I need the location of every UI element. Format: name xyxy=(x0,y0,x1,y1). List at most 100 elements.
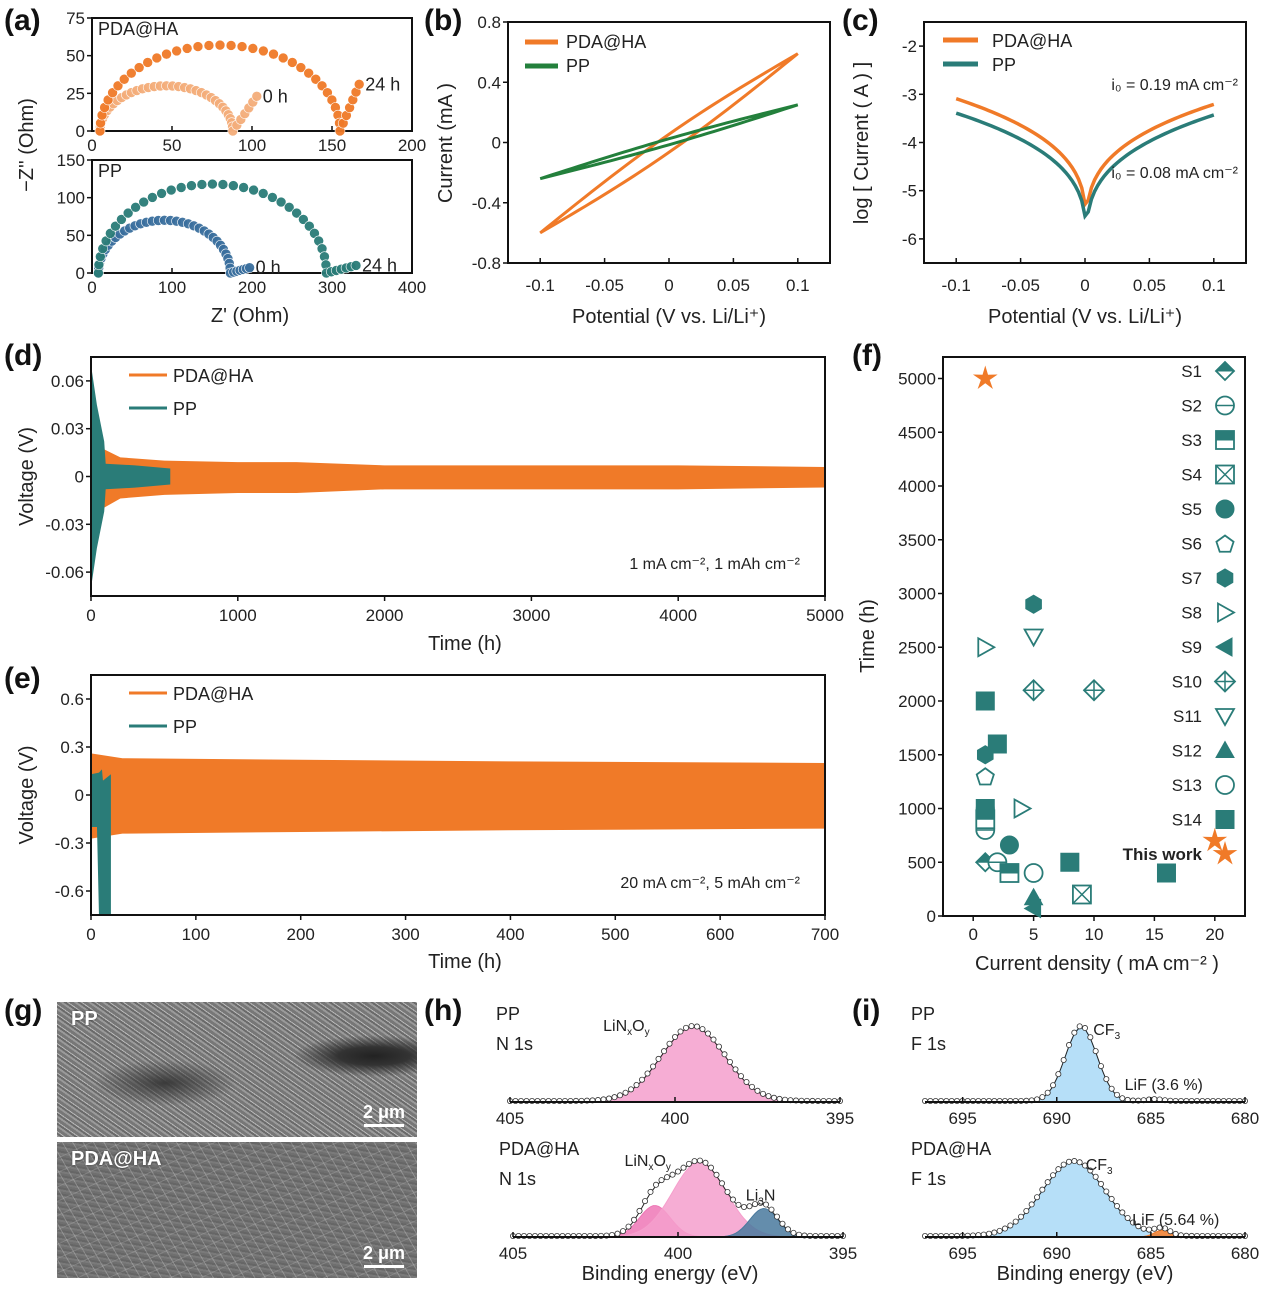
marker-circle-line xyxy=(1215,395,1235,416)
y-tick-label: -0.4 xyxy=(472,194,501,213)
legend-label: PP xyxy=(992,55,1016,75)
data-point xyxy=(721,1051,728,1058)
marker-square-half xyxy=(999,863,1020,883)
series-label: 0 h xyxy=(263,86,288,106)
data-point xyxy=(353,78,365,90)
data-point xyxy=(105,228,116,239)
data-point xyxy=(1167,1228,1174,1235)
data-point xyxy=(754,1087,761,1094)
data-point xyxy=(192,41,204,52)
x-axis-label: Binding energy (eV) xyxy=(997,1263,1174,1285)
data-point xyxy=(142,57,153,68)
x-tick-label: 400 xyxy=(496,925,524,944)
chart-b: -0.1 -0.05 0 0.05 0.1 -0.8 -0.4 0 0.4 0.8 PDA@HA PP… xyxy=(435,13,831,328)
data-point xyxy=(790,1229,797,1236)
x-tick-label: 0.05 xyxy=(717,276,750,295)
x-tick-label: 15 xyxy=(1145,925,1164,944)
x-tick-label: 200 xyxy=(238,278,266,297)
chart-h: 405 400 395 PP N 1s LiNxOy 405 400 395 PDA@HA N 1s… xyxy=(496,1004,857,1285)
data-point xyxy=(1018,1213,1025,1220)
data-point xyxy=(196,179,208,190)
data-point xyxy=(350,260,362,271)
legend-label: PDA@HA xyxy=(566,32,646,52)
data-point xyxy=(291,207,302,219)
marker-shape xyxy=(1216,568,1234,588)
data-point xyxy=(165,184,177,196)
data-point xyxy=(1098,1063,1105,1070)
y-tick-label: 0 xyxy=(76,264,85,283)
data-point xyxy=(677,1028,684,1035)
data-point xyxy=(741,1204,748,1211)
marker-shape xyxy=(1025,594,1042,614)
marker-shape xyxy=(1215,810,1235,829)
data-point xyxy=(614,1230,621,1237)
y-tick-label: 0 xyxy=(76,122,85,141)
subplot-title: PDA@HA xyxy=(98,19,178,39)
subplot-pda-ha: 695 690 685 680 PDA@HA F 1s CF3 LiF (5.64 %) xyxy=(911,1139,1259,1263)
data-point xyxy=(1092,1048,1099,1055)
y-tick-label: 4500 xyxy=(898,423,936,442)
marker-shape xyxy=(1023,628,1045,648)
series-band-pda-ha xyxy=(104,449,826,508)
plot-frame xyxy=(923,21,1247,264)
marker-fill xyxy=(1215,430,1235,441)
sem-label-pda-ha: PDA@HA xyxy=(71,1148,162,1170)
data-point xyxy=(620,1228,627,1235)
data-point xyxy=(126,67,137,79)
series-line-pp xyxy=(955,111,1215,221)
data-point xyxy=(727,1058,734,1065)
data-point xyxy=(749,1083,756,1090)
legend-label: S10 xyxy=(1172,673,1202,692)
data-point xyxy=(991,1229,998,1236)
x-tick-label: 1000 xyxy=(219,606,257,625)
scale-bar-pda-ha: 2 μm xyxy=(363,1243,405,1268)
data-point xyxy=(1130,1219,1137,1226)
data-point xyxy=(713,1171,720,1178)
y-tick-label: 0.4 xyxy=(477,73,501,92)
x-tick-label: -0.1 xyxy=(526,276,555,295)
data-point xyxy=(735,1201,742,1208)
data-point xyxy=(666,1040,673,1047)
marker-shape xyxy=(1013,797,1033,820)
x-tick-label: 0 xyxy=(1080,276,1089,295)
legend-label: S4 xyxy=(1181,466,1202,485)
panel-label-d: (d) xyxy=(4,339,42,372)
data-point xyxy=(138,196,149,208)
data-point xyxy=(304,220,315,232)
x-axis-label: Current density ( mA cm⁻² ) xyxy=(975,953,1219,975)
x-tick-label: 690 xyxy=(1043,1109,1071,1128)
data-point xyxy=(694,1023,701,1030)
x-tick-label: 100 xyxy=(182,925,210,944)
marker-shape xyxy=(1156,863,1176,883)
data-point xyxy=(686,1160,693,1167)
data-point xyxy=(1007,1222,1014,1229)
panel-label-i: (i) xyxy=(852,994,880,1027)
data-point xyxy=(1098,1180,1105,1187)
scale-bar-pp: 2 μm xyxy=(363,1102,405,1127)
sample-label: PP xyxy=(496,1004,520,1024)
peak-label: CF3 xyxy=(1093,1022,1120,1042)
data-point xyxy=(156,188,167,199)
data-point xyxy=(257,188,269,199)
data-point xyxy=(716,1043,723,1050)
scale-bar-text: 2 μm xyxy=(362,1102,405,1122)
x-tick-label: 4000 xyxy=(659,606,697,625)
data-point xyxy=(244,262,255,274)
x-tick-label: 700 xyxy=(811,925,839,944)
y-axis-label: Voltage (V) xyxy=(16,746,38,845)
data-point xyxy=(1114,1203,1121,1210)
x-tick-label: 0.1 xyxy=(786,276,810,295)
data-point xyxy=(647,1188,654,1195)
panel-label-h: (h) xyxy=(424,994,462,1027)
legend-label: This work xyxy=(1123,845,1203,864)
marker-shape xyxy=(1023,863,1044,883)
y-axis-label: Voltage (V) xyxy=(16,427,38,526)
marker-circle-filled xyxy=(1215,499,1235,519)
x-tick-label: 300 xyxy=(318,278,346,297)
x-tick-label: 10 xyxy=(1085,925,1104,944)
x-axis-label: Time (h) xyxy=(428,633,502,655)
core-level-label: N 1s xyxy=(496,1034,533,1054)
y-tick-label: -4 xyxy=(902,134,917,153)
marker-circle-open xyxy=(1215,775,1235,795)
scale-bar-text: 2 μm xyxy=(362,1243,405,1263)
